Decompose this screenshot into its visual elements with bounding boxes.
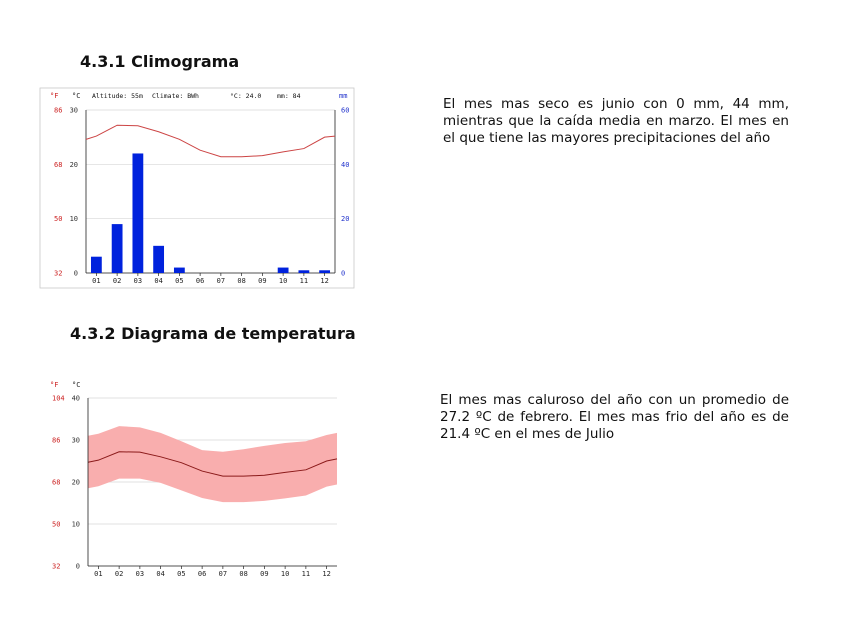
y-tick-label-f: 86 [54,107,62,115]
x-tick-label: 04 [154,277,162,285]
mean-temperature-line [87,451,338,477]
y-tick-label-mm: 0 [341,270,345,278]
x-tick-label: 03 [136,570,144,578]
x-tick-label: 02 [115,570,123,578]
precip-bar [153,245,165,273]
temperature-description: El mes mas caluroso del año con un prome… [440,392,789,442]
y-tick-label-mm: 60 [341,107,349,115]
temperature-chart: °F °C 0 32 10 50 20 68 30 86 40 104 01 02 03 04 05 06 07 08… [50,381,338,578]
x-tick-label: 12 [322,570,330,578]
x-tick-label: 04 [156,570,164,578]
unit-label-f: °F [50,381,58,389]
precip-bar [90,256,102,273]
climogram-description: El mes mas seco es junio con 0 mm, 44 mm… [443,96,789,146]
precip-bar [111,224,123,273]
y-tick-label-f: 50 [52,521,60,529]
y-tick-label-f: 32 [52,563,60,571]
y-tick-label-c: 30 [70,107,78,115]
y-tick-label-f: 86 [52,437,60,445]
section-title-climogram: 4.3.1 Climograma [80,52,240,71]
y-tick-label-c: 20 [72,479,80,487]
temperature-line [85,124,336,158]
precip-bar [173,267,185,273]
x-tick-label: 05 [177,570,185,578]
temperature-range-band [88,426,337,503]
precip-info: mm: 84 [277,92,301,100]
x-tick-label: 11 [300,277,308,285]
precip-bar [298,270,310,273]
y-tick-label-f: 68 [52,479,60,487]
x-tick-label: 08 [239,570,247,578]
x-tick-label: 08 [237,277,245,285]
x-tick-label: 07 [217,277,225,285]
y-tick-label-c: 20 [70,161,78,169]
y-tick-label-c: 40 [72,395,80,403]
x-tick-label: 10 [279,277,287,285]
x-tick-label: 12 [320,277,328,285]
x-tick-label: 03 [134,277,142,285]
chart-border [39,87,355,289]
x-tick-label: 07 [219,570,227,578]
x-tick-label: 10 [281,570,289,578]
y-tick-label-f: 68 [54,161,62,169]
precip-bar [132,153,144,273]
x-tick-label: 06 [198,570,206,578]
y-tick-label-c: 10 [70,215,78,223]
section-title-temperature: 4.3.2 Diagrama de temperatura [70,324,356,343]
x-tick-label: 09 [258,277,266,285]
y-tick-label-f: 104 [52,395,65,403]
climate-info: Climate: BWh [152,92,199,100]
y-tick-label-mm: 20 [341,215,349,223]
unit-label-f: °F [50,92,58,100]
y-tick-label-c: 0 [76,563,80,571]
y-tick-label-f: 32 [54,270,62,278]
x-tick-label: 01 [92,277,100,285]
y-tick-label-f: 50 [54,215,62,223]
y-tick-label-c: 30 [72,437,80,445]
y-tick-label-c: 0 [74,270,78,278]
x-tick-label: 09 [260,570,268,578]
precip-bar [277,267,289,273]
avg-temp-info: °C: 24.0 [230,92,261,100]
x-tick-label: 01 [94,570,102,578]
altitude-info: Altitude: 55m [92,92,143,100]
x-tick-label: 11 [302,570,310,578]
x-tick-label: 06 [196,277,204,285]
unit-label-c: °C [72,92,80,100]
x-tick-label: 05 [175,277,183,285]
y-tick-label-mm: 40 [341,161,349,169]
unit-label-mm: mm [339,92,347,100]
unit-label-c: °C [72,381,80,389]
y-tick-label-c: 10 [72,521,80,529]
precip-bar [319,270,331,273]
x-tick-label: 02 [113,277,121,285]
